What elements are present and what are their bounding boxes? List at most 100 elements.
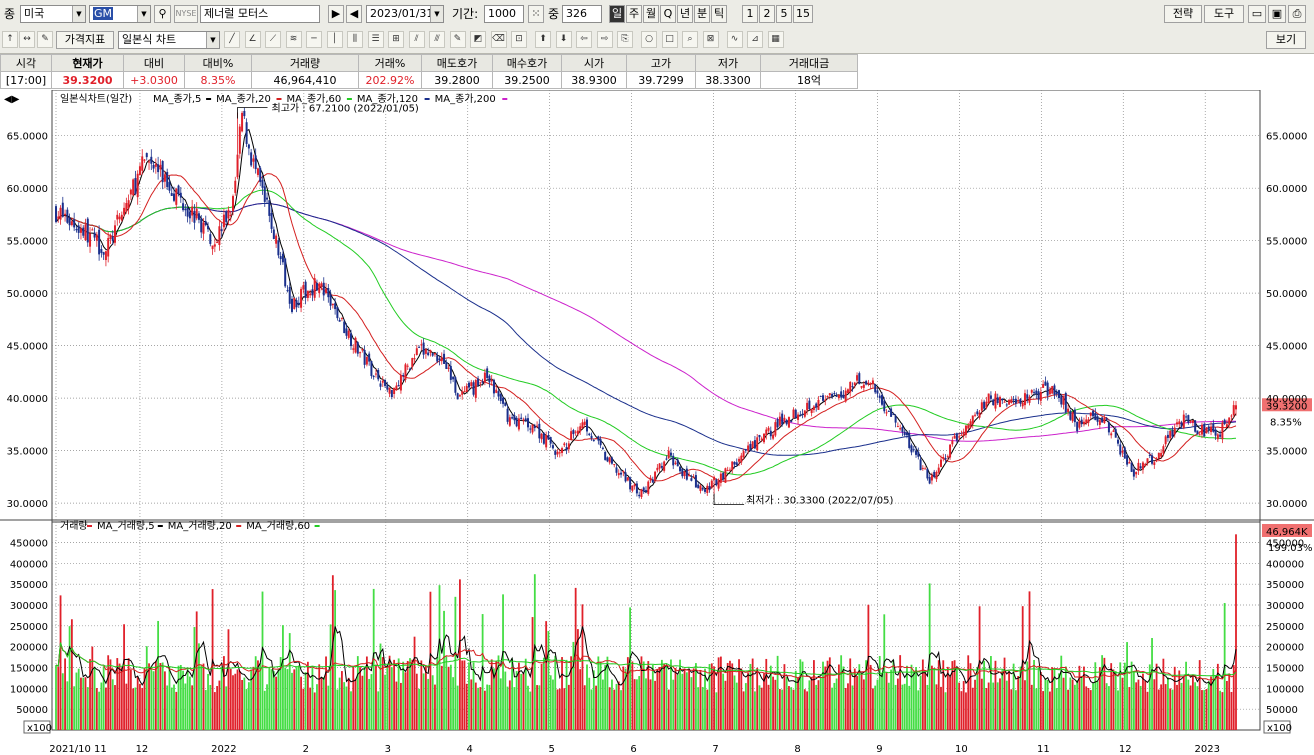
candle-body	[141, 156, 144, 171]
arrow-up-icon[interactable]: ↑	[2, 31, 18, 48]
down-tool-icon[interactable]: ⬇	[555, 31, 572, 48]
prev-icon[interactable]: ◀	[346, 5, 362, 23]
volume-bar	[822, 661, 824, 730]
volume-bar	[202, 663, 205, 730]
search-icon[interactable]: ⚲	[154, 5, 171, 23]
chevron-down-icon[interactable]: ▼	[206, 32, 219, 48]
zoom-fit-icon[interactable]: ⁙	[528, 5, 544, 23]
volume-bar	[910, 664, 913, 730]
interval-0-button[interactable]: 일	[609, 5, 625, 23]
interval-4-button[interactable]: 년	[677, 5, 693, 23]
interval-2-button[interactable]: 월	[643, 5, 659, 23]
zoom-tool-icon[interactable]: ⌕	[682, 31, 698, 48]
view-button[interactable]: 보기	[1266, 31, 1306, 49]
hline-tool-icon[interactable]: ─	[306, 31, 322, 48]
indicator-button[interactable]: 가격지표	[56, 31, 114, 49]
grid-tool-icon[interactable]: ⊞	[388, 31, 404, 48]
candle-body	[719, 473, 722, 483]
volume-bar	[570, 656, 573, 730]
scale-badge-box	[23, 720, 51, 734]
chevron-down-icon[interactable]: ▼	[72, 6, 85, 22]
volume-bar	[558, 688, 561, 730]
volume-bar	[109, 659, 112, 730]
tri-tool-icon[interactable]: ⊿	[747, 31, 763, 48]
candle-body	[143, 159, 146, 161]
volume-bar	[1014, 690, 1017, 730]
minute-1-button[interactable]: 1	[742, 5, 758, 23]
arrow-lr-icon[interactable]: ↔	[19, 31, 35, 48]
folder-icon[interactable]: ▭	[1248, 5, 1266, 23]
wave-tool-icon[interactable]: ∿	[726, 31, 743, 48]
cycle-tool-icon[interactable]: ⫻	[429, 31, 445, 48]
stock-name-field[interactable]: 제너럴 모터스	[200, 5, 320, 23]
volume-bar	[613, 689, 616, 730]
line-tool-icon[interactable]: ╱	[224, 31, 240, 48]
market-select[interactable]: 미국 ▼	[20, 5, 86, 23]
candle-body	[202, 222, 205, 234]
candle-body	[994, 393, 997, 409]
vline-tool-icon[interactable]: │	[326, 31, 343, 48]
volume-bar	[533, 574, 536, 730]
gann-tool-icon[interactable]: ⫼	[347, 31, 363, 48]
up-tool-icon[interactable]: ⬆	[535, 31, 551, 48]
interval-6-button[interactable]: 틱	[711, 5, 727, 23]
channel-tool-icon[interactable]: ☰	[367, 31, 384, 48]
right-tool-icon[interactable]: ⇨	[596, 31, 613, 48]
pen-tool-icon[interactable]: ✎	[449, 31, 466, 48]
volume-bar	[1110, 663, 1113, 730]
candle-body	[1228, 417, 1231, 425]
candle-body	[676, 459, 679, 467]
candle-body	[1196, 430, 1199, 435]
candle-body	[1160, 452, 1163, 457]
stock-chart[interactable]: 최고가 : 67.2100 (2022/01/05) 최저가 : 30.3300 …	[0, 90, 1314, 755]
next-icon[interactable]: ▶	[328, 5, 344, 23]
rect-tool-icon[interactable]: □	[661, 31, 678, 48]
candle-body	[862, 384, 865, 388]
volume-bar	[320, 677, 323, 730]
volume-bar	[345, 686, 348, 730]
angle-tool-icon[interactable]: ∠	[244, 31, 261, 48]
volume-bar	[695, 663, 697, 730]
trend-tool-icon[interactable]: ⟋	[265, 31, 281, 48]
candle-body	[443, 353, 446, 364]
fill-tool-icon[interactable]: ◩	[470, 31, 486, 48]
table-tool-icon[interactable]: ▦	[767, 31, 784, 48]
interval-5-button[interactable]: 분	[694, 5, 710, 23]
edit-icon[interactable]: ✎	[37, 31, 53, 48]
pitch-tool-icon[interactable]: ⫽	[408, 31, 425, 48]
volume-bar	[561, 657, 563, 730]
minute-5-button[interactable]: 5	[776, 5, 792, 23]
volume-bar	[331, 575, 334, 730]
interval-3-button[interactable]: Q	[660, 5, 676, 23]
date-field[interactable]: 2023/01/31 ▼	[366, 5, 444, 23]
volume-bar	[1114, 671, 1117, 730]
minute-15-button[interactable]: 15	[793, 5, 813, 23]
candle-body	[238, 126, 241, 154]
volume-bar	[1058, 673, 1060, 730]
eraser-tool-icon[interactable]: ⌫	[490, 31, 507, 48]
candle-body	[232, 196, 234, 212]
volume-bar	[1144, 680, 1147, 730]
interval-1-button[interactable]: 주	[626, 5, 642, 23]
period-input[interactable]: 1000	[484, 5, 524, 23]
volume-bar	[223, 656, 225, 730]
code-input[interactable]: GM ▼	[89, 5, 151, 23]
strategy-button[interactable]: 전략	[1164, 5, 1202, 23]
chevron-down-icon[interactable]: ▼	[430, 6, 443, 22]
candle-body	[1180, 422, 1183, 427]
copy-tool-icon[interactable]: ⎘	[617, 31, 633, 48]
circle-tool-icon[interactable]: ○	[641, 31, 657, 48]
print-icon[interactable]: ⎙	[1288, 5, 1306, 23]
chart-type-select[interactable]: 일본식 차트 ▼	[118, 31, 220, 49]
box-tool-icon[interactable]: ⊡	[511, 31, 527, 48]
count-input[interactable]: 326	[562, 5, 602, 23]
cross-tool-icon[interactable]: ⊠	[702, 31, 719, 48]
left-tool-icon[interactable]: ⇦	[576, 31, 592, 48]
tools-button[interactable]: 도구	[1204, 5, 1244, 23]
volume-bar	[672, 679, 675, 730]
minute-2-button[interactable]: 2	[759, 5, 775, 23]
save-icon[interactable]: ▣	[1268, 5, 1286, 23]
chevron-down-icon[interactable]: ▼	[137, 6, 150, 22]
fibo-tool-icon[interactable]: ≋	[285, 31, 302, 48]
candle-body	[1146, 458, 1149, 464]
